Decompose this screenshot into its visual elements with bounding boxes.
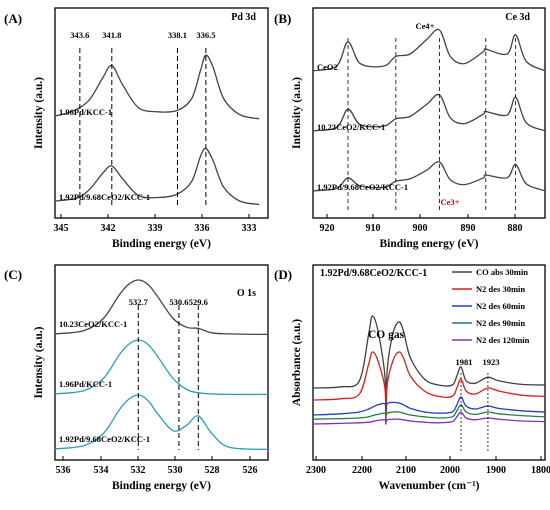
- series-line: [312, 28, 546, 72]
- series-label: 10.23CeO2/KCC-1: [59, 319, 127, 329]
- x-tick-label: 336: [195, 223, 210, 234]
- series-label: 1.92Pd/9.68CeO2/KCC-1: [317, 182, 408, 192]
- peak-label: 336.5: [196, 30, 215, 40]
- co-gas-label: CO gas: [368, 329, 405, 341]
- x-axis-label: Binding energy (eV): [112, 480, 211, 492]
- series-line: [312, 396, 546, 416]
- x-tick-label: 2300: [306, 465, 326, 476]
- peak-label: 343.6: [70, 30, 89, 40]
- legend-label: CO abs 30min: [476, 267, 528, 277]
- ce4-label: Ce4+: [415, 21, 434, 31]
- x-tick-label: 880: [508, 223, 523, 234]
- x-tick-label: 2100: [396, 465, 416, 476]
- panel-title: O 1s: [237, 288, 256, 299]
- x-tick-label: 536: [56, 465, 71, 476]
- series-label: 10.23CeO2/KCC-1: [317, 122, 385, 132]
- x-tick-label: 910: [366, 223, 381, 234]
- x-tick-label: 1900: [486, 465, 506, 476]
- x-tick-label: 2200: [352, 465, 372, 476]
- series-label: CeO2: [317, 62, 338, 72]
- series-line: [54, 279, 269, 336]
- series-line: [54, 54, 260, 120]
- panel-label: (C): [4, 267, 22, 282]
- series-line: [312, 161, 546, 192]
- x-axis-label: Binding energy (eV): [379, 238, 478, 250]
- x-tick-label: 534: [94, 465, 109, 476]
- panel-label: (A): [4, 11, 22, 26]
- x-axis-label: Wavenumber (cm⁻¹): [379, 480, 480, 492]
- panel-label: (D): [274, 267, 292, 282]
- series-label: 1.96Pd/KCC-1: [59, 379, 112, 389]
- ce3-label: Ce3+: [440, 197, 459, 207]
- legend-label: N2 des 30min: [476, 284, 525, 294]
- x-axis-label: Binding energy (eV): [112, 238, 211, 250]
- x-tick-label: 528: [205, 465, 220, 476]
- x-tick-label: 339: [148, 223, 163, 234]
- panel-label: (B): [274, 11, 291, 26]
- peak-1981-label: 1981: [456, 357, 473, 367]
- plot-frame: [312, 264, 546, 461]
- plot-frame: [54, 264, 269, 461]
- x-tick-label: 532: [131, 465, 146, 476]
- x-tick-label: 345: [54, 223, 69, 234]
- peak-label: 338.1: [168, 30, 187, 40]
- y-axis-label: Absorbance (a.u.): [291, 319, 303, 406]
- x-tick-label: 1800: [531, 465, 550, 476]
- y-axis-label: Intensity (a.u.): [33, 326, 45, 398]
- peak-label: 529.6: [189, 297, 208, 307]
- legend-label: N2 des 90min: [476, 318, 525, 328]
- series-line: [312, 351, 546, 422]
- x-tick-label: 342: [101, 223, 116, 234]
- x-tick-label: 890: [461, 223, 476, 234]
- x-tick-label: 920: [320, 223, 335, 234]
- series-line: [54, 339, 269, 396]
- series-line: [312, 315, 546, 425]
- series-line: [312, 411, 546, 425]
- y-axis-label: Intensity (a.u.): [33, 77, 45, 149]
- x-tick-label: 900: [413, 223, 428, 234]
- peak-label: 532.7: [129, 297, 149, 307]
- panel-title: Pd 3d: [231, 12, 256, 23]
- x-tick-label: 333: [242, 223, 257, 234]
- series-line: [312, 404, 546, 420]
- panel-title: Ce 3d: [505, 12, 530, 23]
- peak-label: 530.6: [169, 297, 188, 307]
- x-tick-label: 2000: [440, 465, 460, 476]
- series-line: [54, 394, 269, 451]
- series-label: 1.92Pd/9.68CeO2/KCC-1: [59, 434, 150, 444]
- series-line: [54, 147, 260, 206]
- series-label: 1.96Pd/KCC-1: [59, 107, 112, 117]
- x-tick-label: 530: [168, 465, 183, 476]
- plot-frame: [312, 7, 546, 219]
- panel-title: 1.92Pd/9.68CeO2/KCC-1: [320, 268, 427, 279]
- x-tick-label: 526: [243, 465, 258, 476]
- peak-label: 341.8: [102, 30, 121, 40]
- legend-label: N2 des 120min: [476, 335, 530, 345]
- y-axis-label: Intensity (a.u.): [291, 77, 303, 149]
- series-label: 1.92Pd/9.68CeO2/KCC-1: [59, 192, 150, 202]
- peak-1923-label: 1923: [483, 357, 500, 367]
- plot-frame: [54, 7, 269, 219]
- legend-label: N2 des 60min: [476, 301, 525, 311]
